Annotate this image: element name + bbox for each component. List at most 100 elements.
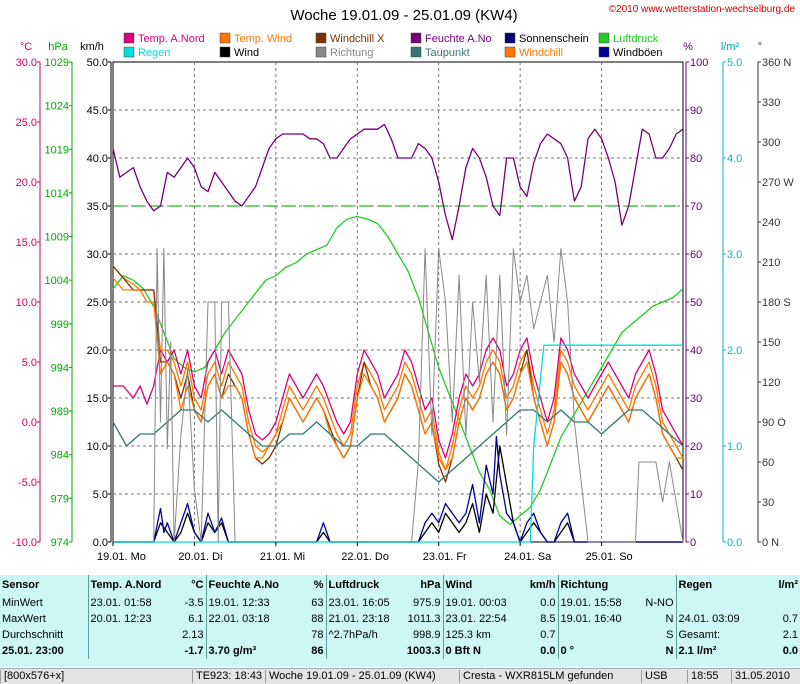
- legend-swatch: [315, 32, 327, 44]
- temp-tick-label: -10.0: [12, 537, 37, 549]
- summary-cell: 0.7: [782, 613, 798, 625]
- summary-cell: km/h: [529, 579, 556, 591]
- summary-cell: 1011.3: [407, 613, 441, 625]
- legend-label: Sonnenschein: [519, 33, 589, 45]
- status-field: [800x576+x]: [0, 670, 195, 683]
- dir-tick-label: 60: [762, 457, 774, 469]
- summary-cell: [325, 643, 401, 659]
- hum-tick-label: 0: [690, 537, 696, 549]
- summary-cell: Feuchte A.No: [205, 575, 286, 595]
- press-tick-label: 984: [51, 450, 69, 462]
- wind-tick-label: 25.0: [87, 297, 108, 309]
- legend-swatch: [504, 32, 516, 44]
- summary-cell: Sensor: [2, 579, 40, 591]
- legend-label: Wind: [234, 47, 259, 59]
- hum-tick-label: 70: [690, 201, 702, 213]
- hum-tick-label: 40: [690, 345, 702, 357]
- legend-label: Feuchte A.No: [425, 33, 492, 45]
- summary-cell: [636, 575, 676, 595]
- axis-unit-labels: °C hPa km/h % l/m² °: [20, 41, 762, 53]
- legend-swatch: [410, 32, 422, 44]
- richtung-line: [113, 248, 684, 543]
- summary-cell: 23.01. 16:05: [325, 595, 401, 611]
- dir-tick-label: 300: [762, 137, 780, 149]
- summary-cell: 0 Bft N: [442, 643, 518, 659]
- right-axes: 10090807060504030201005.04.03.02.01.00.0…: [685, 57, 794, 549]
- legend-swatch: [123, 46, 135, 58]
- summary-cell: 0.0: [782, 645, 798, 657]
- windb-en-line: [113, 435, 683, 543]
- hum-tick-label: 10: [690, 489, 702, 501]
- summary-cell: 0.0: [540, 645, 556, 657]
- summary-cell: [675, 595, 754, 611]
- summary-cell: 0.0: [540, 597, 556, 609]
- summary-cell: 1003.3: [406, 645, 441, 657]
- summary-cell: 19.01. 12:33: [205, 595, 286, 611]
- status-field: Woche 19.01.09 - 25.01.09 (KW4): [265, 670, 462, 683]
- x-axis: 19.01. Mo 20.01. Di 21.01. Mi 22.01. Do 23.0…: [97, 542, 633, 563]
- summary-cell: 2.13: [182, 629, 204, 641]
- temp-wind-line: [112, 265, 684, 471]
- wind-tick-label: 15.0: [87, 393, 108, 405]
- temp-a-nord-line: [113, 337, 684, 459]
- dir-tick-label: 240: [762, 217, 780, 229]
- summary-cell: 998.9: [412, 629, 441, 641]
- summary-cell: S: [666, 629, 674, 641]
- legend-swatch: [598, 32, 610, 44]
- legend-swatch: [315, 46, 327, 58]
- legend-label: Windchill X: [330, 33, 385, 45]
- summary-cell: %: [313, 579, 324, 591]
- temp-tick-label: 15.0: [16, 237, 37, 249]
- temp-tick-label: 30.0: [16, 57, 37, 69]
- temp-unit-label: °C: [20, 41, 32, 53]
- legend-swatch: [219, 46, 231, 58]
- temp-tick-label: 25.0: [16, 117, 37, 129]
- press-tick-label: 1004: [45, 275, 69, 287]
- weather-chart: Woche 19.01.09 - 25.01.09 (KW4) ©2010 ww…: [11, 4, 796, 563]
- summary-cell: Durchschnitt: [2, 629, 64, 641]
- summary-cell: °C: [191, 579, 204, 591]
- wind-tick-label: 5.0: [93, 489, 108, 501]
- summary-cell: 2.1 l/m²: [675, 643, 754, 659]
- legend-label: Windböen: [613, 47, 663, 59]
- summary-cell: 88: [311, 613, 324, 625]
- data-series: [112, 123, 684, 543]
- rain-tick-label: 4.0: [727, 153, 742, 165]
- hum-tick-label: 20: [690, 441, 702, 453]
- dir-tick-label: 90 O: [762, 417, 786, 429]
- summary-cell: -1.7: [184, 645, 204, 657]
- summary-cell: Regen: [675, 575, 754, 595]
- wind-tick-label: 20.0: [87, 345, 108, 357]
- summary-row: MaxWert 20.01. 12:23 6.1 22.01. 03:18 88 21.0…: [0, 611, 800, 627]
- summary-table: Sensor Temp. A.Nord °C Feuchte A.No% Luftdru…: [0, 575, 800, 659]
- temp-tick-label: -5.0: [18, 477, 37, 489]
- press-tick-label: 1024: [45, 101, 69, 113]
- dir-tick-label: 150: [762, 337, 780, 349]
- x-tick-label: 19.01. Mo: [97, 551, 146, 563]
- summary-cell: 23.01. 22:54: [442, 611, 518, 627]
- taupunkt-line: [112, 409, 684, 483]
- legend-label: Luftdruck: [613, 33, 659, 45]
- wind-tick-label: 40.0: [87, 153, 108, 165]
- press-unit-label: hPa: [48, 41, 68, 53]
- press-tick-label: 999: [51, 319, 69, 331]
- summary-cell: 125.3 km: [442, 627, 518, 643]
- rain-tick-label: 2.0: [727, 345, 742, 357]
- wind-unit-label: km/h: [80, 41, 104, 53]
- legend-label: Windchill: [519, 47, 563, 59]
- summary-cell: 19.01. 15:58: [557, 595, 636, 611]
- summary-row: Durchschnitt 2.13 78 ^2.7hPa/h 998.9 125.3 km…: [0, 627, 800, 643]
- summary-cell: N: [665, 613, 674, 625]
- legend-swatch: [504, 46, 516, 58]
- windchill-line: [112, 277, 683, 471]
- x-tick-label: 22.01. Do: [341, 551, 389, 563]
- summary-cell: 24.01. 03:09: [675, 611, 754, 627]
- status-field: 31.05.2010: [731, 670, 800, 683]
- summary-cell: [754, 595, 800, 611]
- temp-tick-label: 20.0: [16, 177, 37, 189]
- dir-tick-label: 30: [762, 497, 774, 509]
- legend-swatch: [410, 46, 422, 58]
- summary-cell: [557, 627, 636, 643]
- rain-tick-label: 1.0: [727, 441, 742, 453]
- summary-cell: [87, 643, 166, 659]
